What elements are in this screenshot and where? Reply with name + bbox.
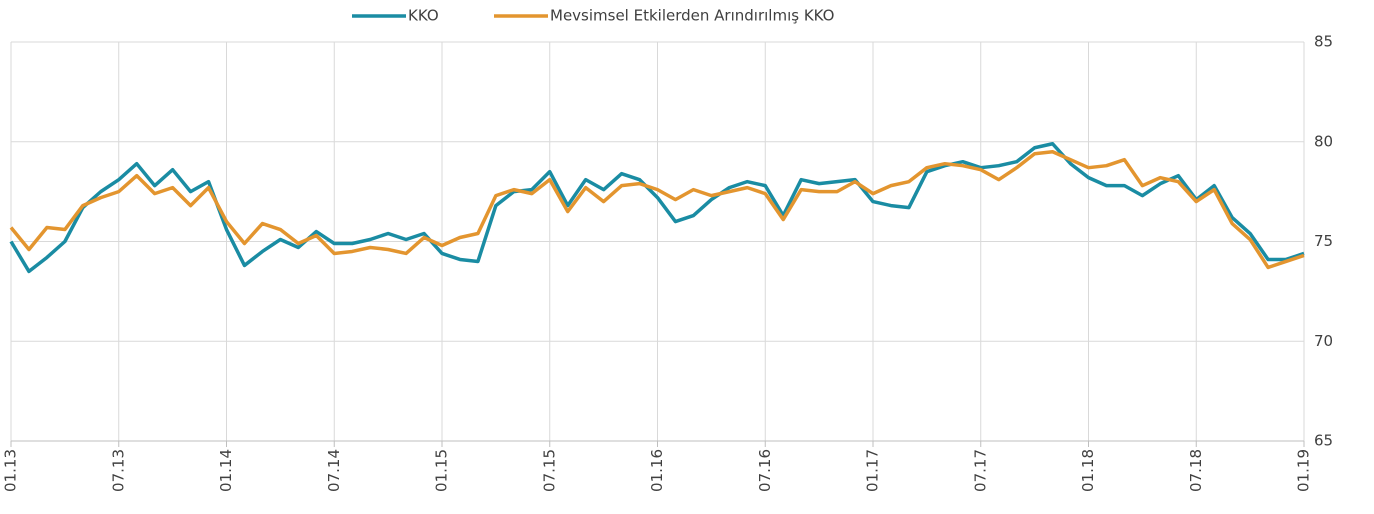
x-tick-label: 01.14 xyxy=(217,449,235,492)
y-tick-label: 65 xyxy=(1314,432,1333,450)
x-tick-label: 07.16 xyxy=(756,449,774,492)
x-tick-label: 07.18 xyxy=(1187,449,1205,492)
y-tick-label: 75 xyxy=(1314,232,1333,250)
y-tick-label: 80 xyxy=(1314,132,1333,150)
x-tick-label: 01.17 xyxy=(864,449,882,492)
x-tick-label: 01.13 xyxy=(2,449,20,492)
x-tick-label: 01.15 xyxy=(433,449,451,492)
series-line xyxy=(9,141,1305,274)
x-tick-label: 07.14 xyxy=(325,449,343,492)
y-tick-label: 70 xyxy=(1314,332,1333,350)
x-tick-label: 01.19 xyxy=(1295,449,1313,492)
legend-label: KKO xyxy=(408,7,439,25)
y-tick-label: 85 xyxy=(1314,33,1333,51)
legend-label: Mevsimsel Etkilerden Arındırılmış KKO xyxy=(550,7,834,25)
x-tick-label: 07.17 xyxy=(971,449,989,492)
series-line xyxy=(9,149,1305,270)
x-tick-label: 01.18 xyxy=(1079,449,1097,492)
x-tick-label: 07.13 xyxy=(109,449,127,492)
x-tick-label: 07.15 xyxy=(540,449,558,492)
x-tick-label: 01.16 xyxy=(648,449,666,492)
